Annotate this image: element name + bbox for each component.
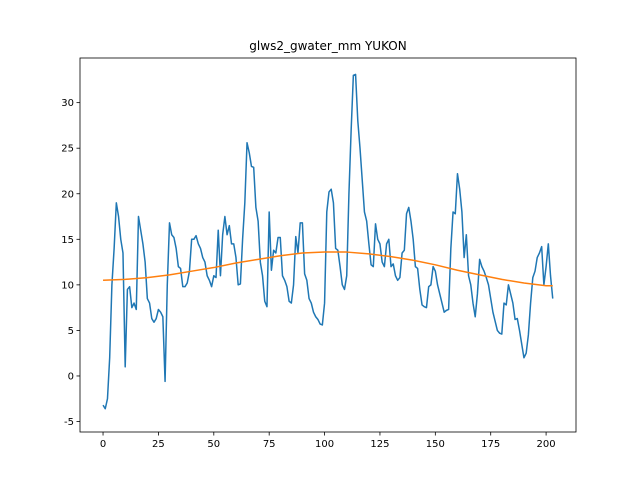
y-tick-label: 30	[61, 98, 74, 109]
x-tick-label: 0	[100, 439, 106, 450]
plot-frame	[79, 57, 577, 433]
y-tick-label: -5	[64, 417, 74, 428]
y-tick-label: 25	[61, 144, 74, 155]
y-tick-label: 0	[68, 371, 74, 382]
x-tick-label: 25	[152, 439, 165, 450]
x-tick-label: 75	[263, 439, 276, 450]
y-tick-label: 15	[61, 235, 74, 246]
x-tick-label: 150	[426, 439, 445, 450]
x-tick-label: 50	[207, 439, 220, 450]
y-tick-label: 5	[68, 326, 74, 337]
x-tick-label: 100	[315, 439, 334, 450]
x-tick-label: 125	[370, 439, 389, 450]
line-series	[102, 73, 554, 410]
y-tick-label: 20	[61, 189, 74, 200]
chart-title: glws2_gwater_mm YUKON	[249, 39, 406, 53]
x-tick-label: 200	[537, 439, 556, 450]
y-tick-label: 10	[61, 280, 74, 291]
x-tick-label: 175	[481, 439, 500, 450]
line-series	[103, 251, 553, 287]
